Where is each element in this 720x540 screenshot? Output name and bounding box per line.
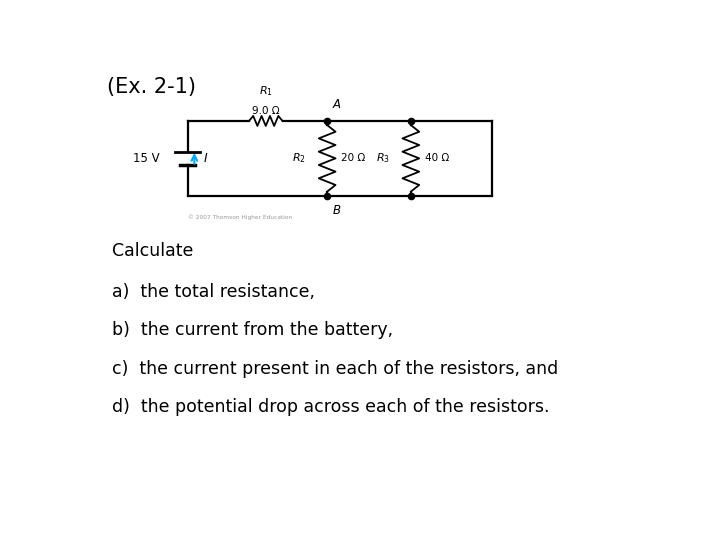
Text: $R_3$: $R_3$ [376,151,390,165]
Text: 15 V: 15 V [133,152,160,165]
Text: $R_2$: $R_2$ [292,151,306,165]
Text: $B$: $B$ [332,204,341,217]
Text: (Ex. 2-1): (Ex. 2-1) [107,77,196,97]
Text: a)  the total resistance,: a) the total resistance, [112,283,315,301]
Text: c)  the current present in each of the resistors, and: c) the current present in each of the re… [112,360,559,377]
Text: $A$: $A$ [332,98,341,111]
Text: © 2007 Thomson Higher Education: © 2007 Thomson Higher Education [188,214,292,220]
Text: Calculate: Calculate [112,241,194,260]
Text: 20 Ω: 20 Ω [341,153,365,164]
Text: 9.0 Ω: 9.0 Ω [252,106,279,116]
Text: $I$: $I$ [203,152,209,165]
Text: 40 Ω: 40 Ω [425,153,449,164]
Text: b)  the current from the battery,: b) the current from the battery, [112,321,393,339]
Text: d)  the potential drop across each of the resistors.: d) the potential drop across each of the… [112,398,550,416]
Text: $R_1$: $R_1$ [258,84,273,98]
